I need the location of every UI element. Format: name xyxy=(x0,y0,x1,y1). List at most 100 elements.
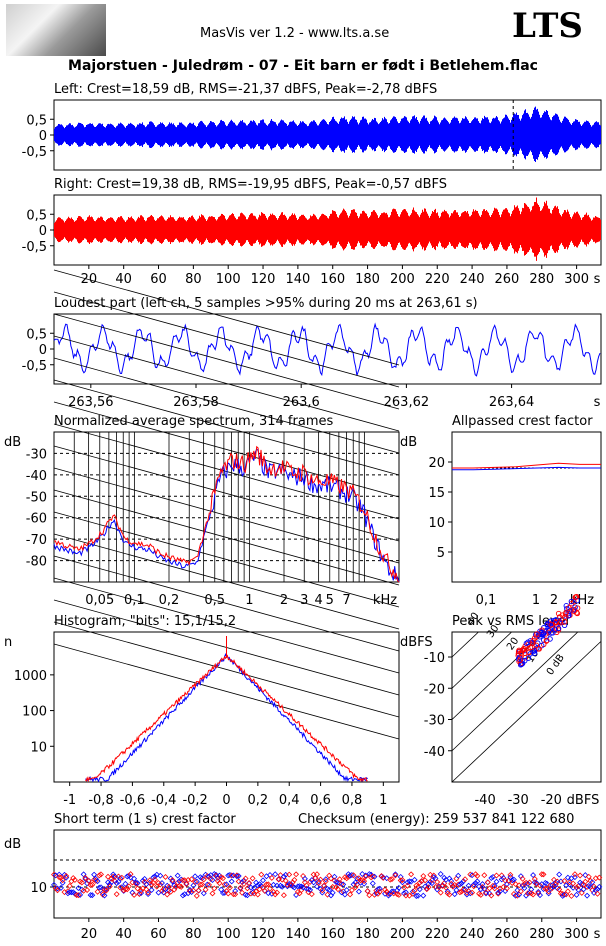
crest-right-point xyxy=(206,881,212,888)
crest-right-point xyxy=(195,887,202,894)
crest-right-point xyxy=(343,875,350,882)
crest-right-point xyxy=(308,891,315,898)
crest-left-point xyxy=(131,875,138,882)
crest-right-point xyxy=(233,872,240,879)
crest-right-point xyxy=(87,882,94,889)
crest-left-point xyxy=(551,883,557,890)
crest-xtick-label: 20 xyxy=(81,927,98,942)
crest-right-point xyxy=(122,886,129,893)
crest-right-point xyxy=(355,875,362,882)
crest-left-point xyxy=(272,871,279,878)
histogram-ylabel: n xyxy=(4,635,12,650)
crest-right-point xyxy=(361,878,368,885)
crest-left-point xyxy=(129,889,136,896)
crest-right-point xyxy=(566,879,573,886)
peakrms-xtick-label: -20 xyxy=(541,793,562,808)
crest-left-point xyxy=(533,880,540,886)
loudest-xtick-label: 263,64 xyxy=(489,395,535,410)
lts-logo-text: LTS xyxy=(512,6,583,46)
crest-right-point xyxy=(270,888,277,895)
crest-left-point xyxy=(174,872,181,879)
spectrum-left-curve xyxy=(53,448,400,583)
crest-left-point xyxy=(265,890,272,897)
time-axis-tick-label: 180 xyxy=(355,272,380,287)
allpassed-ytick-label: 15 xyxy=(428,486,445,501)
crest-right-point xyxy=(216,880,223,887)
crest-xtick-label: 240 xyxy=(460,927,485,942)
peakrms-point xyxy=(538,629,545,636)
crest-right-point xyxy=(254,891,261,898)
crest-left-point xyxy=(340,881,347,888)
peakrms-diagonal xyxy=(451,631,579,752)
histogram-xtick-label: 0,6 xyxy=(310,793,331,808)
allpassed-frame xyxy=(451,431,602,583)
crest-right-point xyxy=(138,887,145,894)
histogram-xtick-label: -0,2 xyxy=(182,793,207,808)
crest-frame xyxy=(53,829,602,919)
allpassed-right-line xyxy=(452,462,601,469)
crest-right-point xyxy=(183,881,190,888)
crest-right-point xyxy=(477,891,484,898)
crest-right-point xyxy=(427,871,434,878)
crest-right-point xyxy=(84,887,91,893)
crest-xtick-label: 300 xyxy=(564,927,589,942)
crest-left-point xyxy=(87,892,94,899)
crest-left-point xyxy=(448,878,455,885)
crest-right-point xyxy=(453,875,460,882)
histogram-ytick-label: 10 xyxy=(30,740,47,755)
histogram-xtick-label: 0,2 xyxy=(248,793,269,808)
crest-left-point xyxy=(237,885,244,892)
peakrms-point xyxy=(529,644,535,650)
peakrms-point xyxy=(518,661,525,667)
crest-xtick-label: 180 xyxy=(355,927,380,942)
crest-left-point xyxy=(402,889,409,896)
crest-left-point xyxy=(369,880,376,887)
crest-right-point xyxy=(148,881,155,888)
crest-right-point xyxy=(272,891,279,898)
crest-left-point xyxy=(411,876,418,883)
crest-right-point xyxy=(484,879,491,886)
crest-right-point xyxy=(225,890,232,897)
crest-right-point xyxy=(420,873,427,880)
crest-right-point xyxy=(376,888,383,895)
crest-left-point xyxy=(361,880,368,887)
crest-right-point xyxy=(474,872,481,879)
crest-right-point xyxy=(395,891,402,898)
crest-left-point xyxy=(348,872,355,878)
crest-right-point xyxy=(267,885,273,892)
crest-left-point xyxy=(298,883,305,890)
crest-right-point xyxy=(89,881,96,888)
time-axis-tick-label: 100 xyxy=(216,272,241,287)
crest-right-point xyxy=(258,871,265,878)
time-axis-tick-label: 160 xyxy=(320,272,345,287)
crest-left-point xyxy=(138,890,145,896)
crest-right-point xyxy=(202,886,209,893)
crest-left-point xyxy=(509,877,516,884)
spectrum-title: Normalized average spectrum, 314 frames xyxy=(54,414,334,429)
time-axis-tick-label: 140 xyxy=(285,272,310,287)
spectrum-diagonal xyxy=(53,467,400,564)
crest-right-point xyxy=(240,881,247,887)
crest-left-point xyxy=(204,881,211,888)
peakrms-title: Peak vs RMS level xyxy=(452,614,570,629)
crest-left-point xyxy=(596,883,603,890)
left-channel-waveform xyxy=(54,106,601,162)
crest-right-point xyxy=(291,876,298,883)
crest-right-point xyxy=(493,872,500,879)
crest-left-point xyxy=(228,878,235,885)
crest-right-point xyxy=(193,892,200,899)
crest-right-point xyxy=(66,883,73,889)
crest-left-point xyxy=(223,881,230,888)
crest-right-point xyxy=(483,889,489,896)
crest-right-point xyxy=(145,889,152,896)
crest-right-point xyxy=(387,876,394,883)
crest-left-point xyxy=(491,882,498,889)
peakrms-point xyxy=(553,619,560,626)
crest-left-point xyxy=(488,875,495,882)
left-channel-ytick-label: -0,5 xyxy=(22,145,47,160)
crest-left-point xyxy=(221,889,228,896)
peakrms-point xyxy=(550,629,556,636)
crest-right-point xyxy=(437,889,444,896)
histogram-xtick-label: 1 xyxy=(379,793,387,808)
spectrum-xtick-label: 2 xyxy=(280,593,288,608)
